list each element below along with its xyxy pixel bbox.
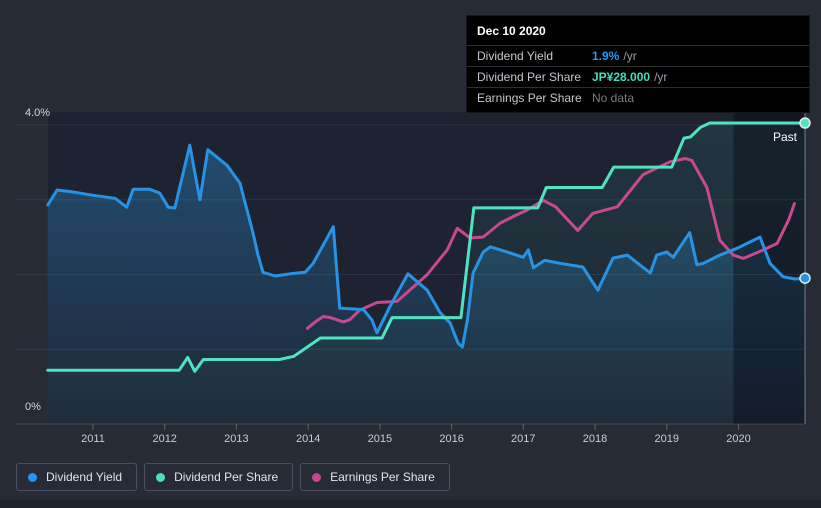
- legend-item-dividend-yield[interactable]: Dividend Yield: [16, 463, 138, 491]
- x-axis-year-label: 2017: [511, 433, 535, 445]
- tooltip-row-dividend-per-share: Dividend Per Share JP¥28.000/yr: [467, 66, 809, 87]
- tooltip-row-earnings-per-share: Earnings Per Share No data: [467, 87, 809, 108]
- legend-color-dot-icon: [28, 472, 37, 482]
- chart-tooltip: Dec 10 2020 Dividend Yield 1.9%/yr Dividen…: [466, 15, 810, 113]
- tooltip-row-label: Dividend Per Share: [477, 70, 582, 84]
- tooltip-row-unit: /yr: [623, 49, 637, 63]
- legend-item-label: Earnings Per Share: [330, 470, 435, 484]
- bottom-bar: [0, 500, 821, 508]
- x-axis-year-label: 2011: [81, 433, 105, 445]
- chart-legend: Dividend Yield Dividend Per Share Earnings…: [16, 463, 450, 491]
- x-axis-year-label: 2012: [152, 433, 176, 445]
- dividend-yield-endpoint-marker[interactable]: [799, 272, 811, 284]
- legend-item-label: Dividend Yield: [46, 470, 123, 484]
- x-axis-year-label: 2013: [224, 433, 248, 445]
- tooltip-rows: Dividend Yield 1.9%/yr Dividend Per Share J…: [467, 45, 809, 108]
- legend-item-earnings-per-share[interactable]: Earnings Per Share: [300, 463, 450, 491]
- x-axis-year-label: 2020: [726, 433, 750, 445]
- y-axis-label: 0%: [25, 401, 41, 413]
- legend-item-dividend-per-share[interactable]: Dividend Per Share: [144, 463, 294, 491]
- tooltip-row-value: JP¥28.000: [592, 70, 651, 84]
- dividend-per-share-endpoint-marker[interactable]: [799, 117, 811, 129]
- y-axis-label: 4.0%: [25, 107, 50, 119]
- x-axis-year-label: 2015: [368, 433, 392, 445]
- tooltip-row-label: Earnings Per Share: [477, 91, 582, 105]
- dividend-per-share-area: [47, 123, 806, 424]
- legend-color-dot-icon: [156, 472, 166, 482]
- dividend-per-share-line: [46, 121, 807, 373]
- tooltip-date: Dec 10 2020: [477, 24, 546, 38]
- x-axis-year-label: 2016: [439, 433, 463, 445]
- x-axis-year-label: 2019: [655, 433, 679, 445]
- tooltip-row-label: Dividend Yield: [477, 49, 554, 63]
- dividend-yield-line: [46, 143, 807, 349]
- tooltip-row-unit: /yr: [654, 70, 668, 84]
- earnings-per-share-line: [305, 157, 796, 330]
- tooltip-row-value: 1.9%: [592, 49, 620, 63]
- past-region-overlay: [733, 112, 805, 424]
- tooltip-row-dividend-yield: Dividend Yield 1.9%/yr: [467, 45, 809, 66]
- tooltip-row-value: No data: [592, 91, 635, 105]
- x-axis-year-label: 2018: [583, 433, 607, 445]
- legend-color-dot-icon: [312, 472, 322, 482]
- legend-item-label: Dividend Per Share: [174, 470, 279, 484]
- x-axis-year-label: 2014: [296, 433, 320, 445]
- past-region-label: Past: [773, 130, 798, 144]
